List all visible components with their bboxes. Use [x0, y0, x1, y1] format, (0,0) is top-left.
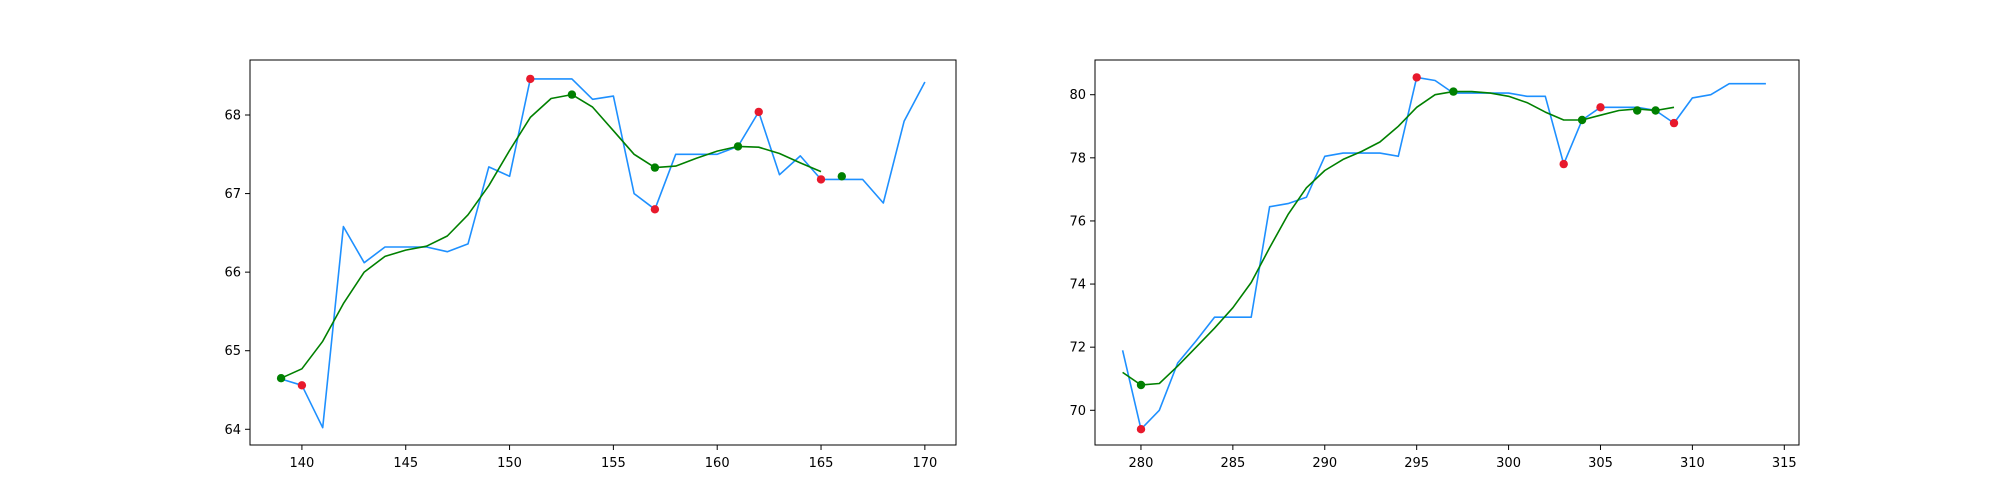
left-chart-axes-frame — [249, 59, 957, 446]
left-chart-raw-series-line — [280, 78, 926, 429]
right-chart-red-marker — [1136, 425, 1146, 434]
left-chart-green-marker — [650, 163, 660, 172]
left-chart-smoothed-series-line — [280, 93, 822, 379]
right-chart-x-tick-label: 290 — [1312, 456, 1337, 471]
left-chart-green-marker — [276, 374, 286, 383]
left-chart-red-marker — [526, 74, 535, 84]
right-chart-red-marker — [1412, 73, 1421, 82]
left-chart-y-tick-label: 67 — [224, 187, 241, 202]
left-chart-y-tick-label: 65 — [224, 344, 241, 359]
left-chart: 140 145 150 155 160 165 170 64 65 66 67 68 — [224, 59, 957, 471]
left-chart-x-tick-label: 160 — [705, 456, 730, 471]
right-chart-axes-frame — [1094, 59, 1800, 446]
right-chart-x-tick-label: 280 — [1129, 456, 1154, 471]
left-chart-x-tick-label: 170 — [912, 456, 937, 471]
left-chart-y-tick-label: 64 — [224, 423, 241, 438]
right-chart-x-tick-label: 300 — [1496, 456, 1521, 471]
left-chart-y-tick-label: 68 — [224, 109, 241, 124]
left-chart-plot-area — [276, 74, 926, 429]
right-chart-red-marker — [1559, 159, 1568, 169]
right-chart-green-marker — [1633, 106, 1642, 115]
right-chart-x-tick-label: 285 — [1220, 456, 1245, 471]
right-chart-x-tick-label: 315 — [1772, 456, 1797, 471]
left-chart-red-marker — [297, 381, 307, 390]
right-chart-x-tick-label: 295 — [1404, 456, 1429, 471]
left-chart-green-marker — [733, 142, 743, 151]
right-chart: 280 285 290 295 300 305 310 315 70 72 74 76 78 80 — [1069, 59, 1800, 471]
right-chart-green-marker — [1449, 87, 1458, 96]
right-chart-y-tick-label: 80 — [1069, 88, 1086, 103]
right-chart-y-tick-label: 72 — [1069, 341, 1086, 356]
right-chart-x-tick-label: 305 — [1588, 456, 1613, 471]
right-chart-green-marker — [1577, 115, 1587, 125]
left-chart-x-axis: 140 145 150 155 160 165 170 — [289, 445, 937, 471]
left-chart-green-marker — [837, 172, 846, 181]
right-chart-y-tick-label: 76 — [1069, 214, 1086, 229]
right-chart-x-tick-label: 310 — [1680, 456, 1705, 471]
left-chart-x-tick-label: 140 — [289, 456, 314, 471]
right-chart-green-marker — [1651, 106, 1660, 115]
right-chart-x-axis: 280 285 290 295 300 305 310 315 — [1129, 445, 1797, 471]
left-chart-x-tick-label: 155 — [601, 456, 626, 471]
left-chart-x-tick-label: 165 — [809, 456, 834, 471]
left-chart-green-marker — [567, 90, 577, 99]
left-chart-red-marker — [754, 107, 763, 117]
right-chart-y-tick-label: 74 — [1069, 278, 1086, 293]
left-chart-x-tick-label: 145 — [393, 456, 418, 471]
right-chart-y-tick-label: 70 — [1069, 404, 1086, 419]
left-chart-y-tick-label: 66 — [224, 266, 241, 281]
left-chart-y-axis: 64 65 66 67 68 — [224, 109, 250, 438]
right-chart-y-axis: 70 72 74 76 78 80 — [1069, 88, 1095, 419]
right-chart-y-tick-label: 78 — [1069, 151, 1086, 166]
left-chart-red-marker — [816, 175, 826, 184]
left-chart-x-tick-label: 150 — [497, 456, 522, 471]
right-chart-red-marker — [1596, 103, 1605, 112]
right-chart-plot-area — [1121, 73, 1766, 434]
right-chart-green-marker — [1136, 380, 1146, 390]
right-chart-red-marker — [1669, 118, 1679, 128]
left-chart-red-marker — [650, 205, 660, 214]
